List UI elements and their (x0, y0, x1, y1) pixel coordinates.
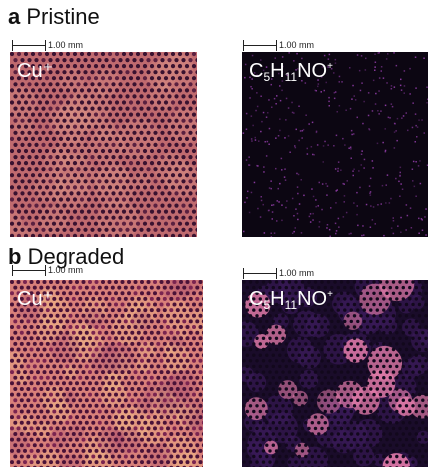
panel-b-label: b Degraded (8, 246, 124, 268)
scalebar-label: 1.00 mm (48, 265, 84, 275)
ion-label-cu: Cu⁺ (17, 60, 54, 82)
ion-map-texture (242, 280, 428, 467)
ion-label-c5h11no: C5H11NO+ (249, 288, 333, 312)
panel-b-title: Degraded (27, 244, 125, 269)
degraded-cu-ion-image: Cu⁺ (10, 280, 203, 467)
scalebar-label: 1.00 mm (279, 268, 315, 278)
ion-map-texture (242, 52, 428, 237)
ion-map-texture (10, 52, 197, 237)
ion-map-texture (10, 280, 203, 467)
scalebar-label: 1.00 mm (48, 40, 84, 50)
pristine-c5h11no-ion-image: C5H11NO+ (242, 52, 428, 237)
panel-a-label: a Pristine (8, 6, 100, 28)
scalebar-label: 1.00 mm (279, 40, 315, 50)
panel-b-letter: b (8, 244, 22, 269)
ion-label-cu: Cu⁺ (17, 288, 54, 310)
panel-a-letter: a (8, 4, 21, 29)
ion-label-c5h11no: C5H11NO+ (249, 60, 333, 84)
degraded-c5h11no-ion-image: C5H11NO+ (242, 280, 428, 467)
panel-a-title: Pristine (26, 4, 100, 29)
pristine-cu-ion-image: Cu⁺ (10, 52, 197, 237)
